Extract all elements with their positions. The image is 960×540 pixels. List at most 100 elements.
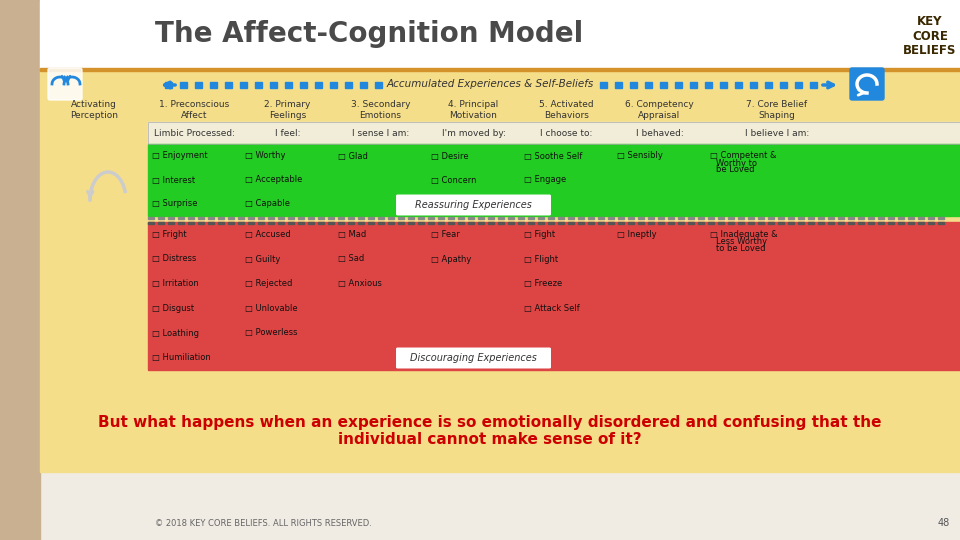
- Bar: [448, 222, 454, 224]
- Bar: [858, 217, 864, 219]
- Text: Reassuring Experiences: Reassuring Experiences: [415, 200, 532, 210]
- Bar: [308, 222, 314, 224]
- Text: 3. Secondary
Emotions: 3. Secondary Emotions: [350, 100, 410, 120]
- Bar: [728, 222, 734, 224]
- Bar: [268, 222, 274, 224]
- Bar: [738, 222, 744, 224]
- Text: □ Unlovable: □ Unlovable: [245, 304, 298, 313]
- Bar: [298, 222, 304, 224]
- Text: Accumulated Experiences & Self-Beliefs: Accumulated Experiences & Self-Beliefs: [386, 79, 593, 89]
- Bar: [338, 222, 344, 224]
- FancyBboxPatch shape: [850, 68, 884, 100]
- Bar: [795, 82, 802, 88]
- Text: □ Competent &: □ Competent &: [710, 152, 777, 160]
- Bar: [298, 217, 304, 219]
- Bar: [600, 82, 607, 88]
- Text: I choose to:: I choose to:: [540, 129, 592, 138]
- Bar: [158, 222, 164, 224]
- Bar: [718, 222, 724, 224]
- Bar: [780, 82, 787, 88]
- Bar: [348, 217, 354, 219]
- Bar: [868, 217, 874, 219]
- Bar: [750, 82, 757, 88]
- Bar: [720, 82, 727, 88]
- Bar: [418, 217, 424, 219]
- Bar: [148, 222, 960, 370]
- Bar: [148, 144, 960, 216]
- FancyBboxPatch shape: [48, 68, 82, 100]
- Bar: [358, 217, 364, 219]
- Text: □ Flight: □ Flight: [524, 254, 558, 264]
- Bar: [568, 217, 574, 219]
- Bar: [0, 0, 40, 540]
- Bar: [748, 222, 754, 224]
- Bar: [528, 217, 534, 219]
- Bar: [788, 222, 794, 224]
- Text: But what happens when an experience is so emotionally disordered and confusing t: But what happens when an experience is s…: [98, 415, 881, 429]
- Text: 4. Principal
Motivation: 4. Principal Motivation: [448, 100, 498, 120]
- Text: Worthy to: Worthy to: [716, 159, 757, 167]
- Bar: [178, 222, 184, 224]
- Text: I behaved:: I behaved:: [636, 129, 684, 138]
- Bar: [908, 217, 914, 219]
- Bar: [225, 82, 232, 88]
- Bar: [478, 222, 484, 224]
- Bar: [838, 217, 844, 219]
- Bar: [648, 222, 654, 224]
- Text: I believe I am:: I believe I am:: [745, 129, 809, 138]
- Bar: [828, 222, 834, 224]
- Bar: [675, 82, 682, 88]
- Text: □ Accused: □ Accused: [245, 230, 291, 239]
- Text: □ Rejected: □ Rejected: [245, 279, 293, 288]
- Bar: [688, 217, 694, 219]
- Text: □ Capable: □ Capable: [245, 199, 290, 208]
- Bar: [618, 222, 624, 224]
- Bar: [288, 222, 294, 224]
- Bar: [508, 222, 514, 224]
- Bar: [210, 82, 217, 88]
- Bar: [548, 217, 554, 219]
- Text: □ Enjoyment: □ Enjoyment: [152, 152, 207, 160]
- Bar: [165, 82, 172, 88]
- Bar: [898, 217, 904, 219]
- Bar: [478, 217, 484, 219]
- Bar: [618, 217, 624, 219]
- Bar: [40, 71, 960, 472]
- Bar: [660, 82, 667, 88]
- Bar: [558, 222, 564, 224]
- Bar: [388, 217, 394, 219]
- Bar: [808, 222, 814, 224]
- Bar: [748, 217, 754, 219]
- Bar: [498, 217, 504, 219]
- Bar: [180, 82, 187, 88]
- Text: Limbic Processed:: Limbic Processed:: [154, 129, 235, 138]
- Bar: [765, 82, 772, 88]
- Text: □ Guilty: □ Guilty: [245, 254, 280, 264]
- Text: □ Sensibly: □ Sensibly: [617, 152, 662, 160]
- Bar: [318, 222, 324, 224]
- Bar: [868, 222, 874, 224]
- Bar: [798, 222, 804, 224]
- Bar: [218, 222, 224, 224]
- Bar: [938, 217, 944, 219]
- Bar: [368, 222, 374, 224]
- Bar: [678, 222, 684, 224]
- Bar: [578, 222, 584, 224]
- Bar: [240, 82, 247, 88]
- Bar: [658, 217, 664, 219]
- Bar: [418, 222, 424, 224]
- Bar: [248, 222, 254, 224]
- Bar: [638, 217, 644, 219]
- Bar: [375, 82, 382, 88]
- Bar: [508, 217, 514, 219]
- Text: □ Disgust: □ Disgust: [152, 304, 194, 313]
- Bar: [278, 217, 284, 219]
- Bar: [268, 217, 274, 219]
- Bar: [778, 222, 784, 224]
- Bar: [718, 217, 724, 219]
- Text: □ Sad: □ Sad: [338, 254, 364, 264]
- Bar: [858, 222, 864, 224]
- Bar: [148, 222, 154, 224]
- Text: □ Fight: □ Fight: [524, 230, 555, 239]
- Bar: [808, 217, 814, 219]
